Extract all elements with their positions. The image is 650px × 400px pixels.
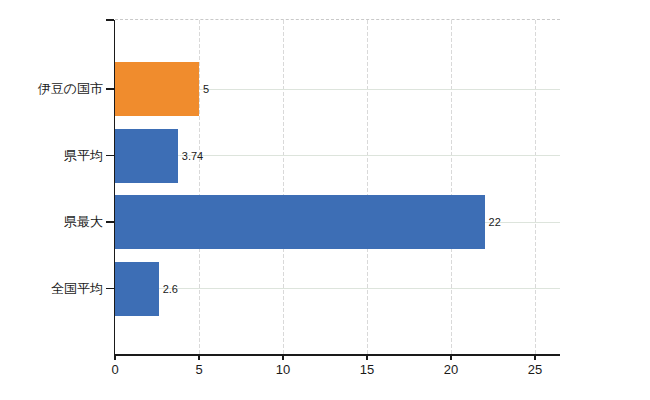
y-axis-tick xyxy=(106,88,114,90)
y-axis-tick xyxy=(106,19,114,21)
y-axis-tick xyxy=(106,155,114,157)
x-tick-label: 0 xyxy=(95,362,135,378)
category-label: 県最大 xyxy=(0,213,103,231)
y-axis-tick xyxy=(106,221,114,223)
vertical-gridline xyxy=(283,20,284,354)
bar-chart: 5 3.74 22 2.6 伊豆の国市県平均県最大全国平均 0 5 10 15 20 25 xyxy=(0,0,650,400)
vertical-gridline xyxy=(451,20,452,354)
x-axis-tick xyxy=(282,356,284,361)
bar xyxy=(115,195,485,249)
bar-value-label: 5 xyxy=(203,82,209,96)
x-tick-label: 25 xyxy=(515,362,555,378)
x-axis-tick xyxy=(534,356,536,361)
y-axis-tick xyxy=(106,288,114,290)
bar-value-label: 22 xyxy=(489,215,501,229)
x-axis-tick xyxy=(198,356,200,361)
y-axis-line xyxy=(114,20,116,356)
x-tick-label: 10 xyxy=(263,362,303,378)
category-label: 伊豆の国市 xyxy=(0,80,103,98)
category-label: 県平均 xyxy=(0,147,103,165)
x-axis-tick xyxy=(450,356,452,361)
x-axis-tick xyxy=(114,356,116,361)
x-axis-tick xyxy=(366,356,368,361)
plot-top-border xyxy=(115,19,560,20)
x-tick-label: 20 xyxy=(431,362,471,378)
category-label: 全国平均 xyxy=(0,280,103,298)
bar-value-label: 3.74 xyxy=(182,149,203,163)
horizontal-gridline xyxy=(115,288,560,289)
bar xyxy=(115,262,159,316)
vertical-gridline xyxy=(367,20,368,354)
x-tick-label: 5 xyxy=(179,362,219,378)
vertical-gridline xyxy=(199,20,200,354)
bar xyxy=(115,129,178,183)
x-axis-line xyxy=(114,354,561,356)
bar xyxy=(115,62,199,116)
vertical-gridline xyxy=(535,20,536,354)
bar-value-label: 2.6 xyxy=(163,282,178,296)
x-tick-label: 15 xyxy=(347,362,387,378)
